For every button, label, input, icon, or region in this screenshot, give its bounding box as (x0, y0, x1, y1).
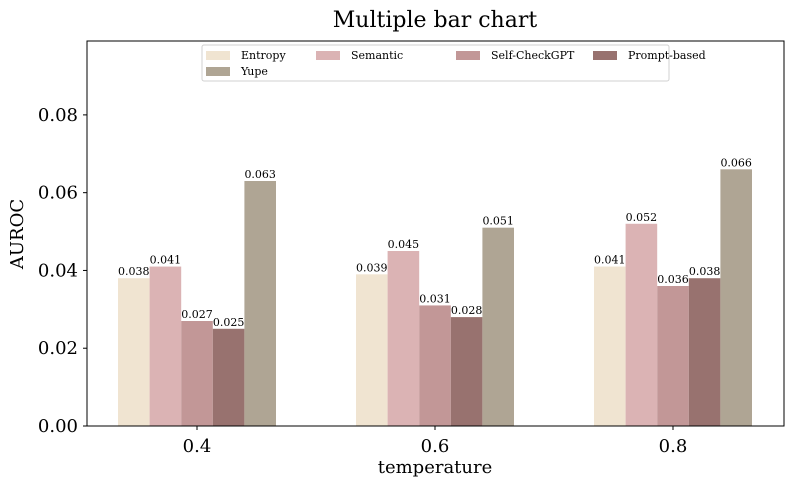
bar (244, 181, 276, 426)
bar (594, 266, 626, 426)
bar (688, 278, 721, 426)
bar-value-label: 0.031 (419, 292, 451, 305)
bar-value-label: 0.052 (626, 211, 658, 224)
y-ticks: 0.00 0.02 0.04 0.06 0.08 (38, 105, 87, 437)
bar (149, 266, 182, 426)
bar (356, 274, 388, 426)
bar (212, 328, 245, 426)
bar-value-label: 0.025 (213, 316, 245, 329)
y-tick-label: 0.06 (38, 183, 78, 204)
x-tick-label: 0.8 (659, 436, 688, 457)
bar-value-label: 0.038 (689, 265, 721, 278)
legend-label: Semantic (351, 49, 403, 62)
chart-title: Multiple bar chart (333, 8, 538, 33)
bar (657, 286, 689, 426)
x-tick-label: 0.4 (183, 436, 212, 457)
bar (450, 317, 483, 426)
bar-value-label: 0.028 (451, 304, 483, 317)
y-axis-label: AUROC (7, 199, 28, 270)
bar-value-label: 0.027 (181, 308, 213, 321)
bar (419, 305, 451, 426)
bars-layer (118, 169, 752, 426)
legend-swatch (316, 51, 340, 60)
bar-value-label: 0.051 (482, 215, 514, 228)
plot-frame (86, 40, 785, 427)
legend-swatch (206, 67, 230, 76)
bar (387, 251, 420, 426)
legend-swatch (456, 51, 480, 60)
bar (118, 278, 150, 426)
bar-value-label: 0.039 (356, 261, 388, 274)
bar (625, 223, 658, 426)
legend-swatch (206, 51, 230, 60)
bar-value-label: 0.063 (244, 168, 276, 181)
bar-value-label: 0.038 (118, 265, 150, 278)
legend-label: Yupe (240, 65, 268, 78)
bar-value-label: 0.045 (388, 238, 420, 251)
y-tick-label: 0.04 (38, 260, 78, 281)
bar (181, 321, 213, 426)
bar-value-label: 0.036 (657, 273, 689, 286)
y-tick-label: 0.00 (38, 416, 78, 437)
y-tick-label: 0.08 (38, 105, 78, 126)
legend-swatch (593, 51, 617, 60)
legend-label: Entropy (241, 49, 286, 62)
bar-value-label: 0.066 (720, 156, 752, 169)
legend-label: Self-CheckGPT (491, 49, 575, 62)
x-ticks: 0.4 0.6 0.8 (183, 426, 688, 457)
bar-value-label: 0.041 (150, 254, 182, 267)
bar-value-label: 0.041 (594, 254, 626, 267)
bar (482, 227, 514, 426)
x-axis-label: temperature (378, 457, 493, 478)
x-tick-label: 0.6 (421, 436, 450, 457)
legend: Entropy Semantic Self-CheckGPT Prompt-based… (201, 44, 706, 82)
bar-labels-layer: 0.038 0.039 0.041 0.041 0.045 0.052 0.027 0.031… (118, 156, 752, 328)
y-tick-label: 0.02 (38, 338, 78, 359)
legend-label: Prompt-based (628, 49, 706, 62)
bar (720, 169, 752, 426)
